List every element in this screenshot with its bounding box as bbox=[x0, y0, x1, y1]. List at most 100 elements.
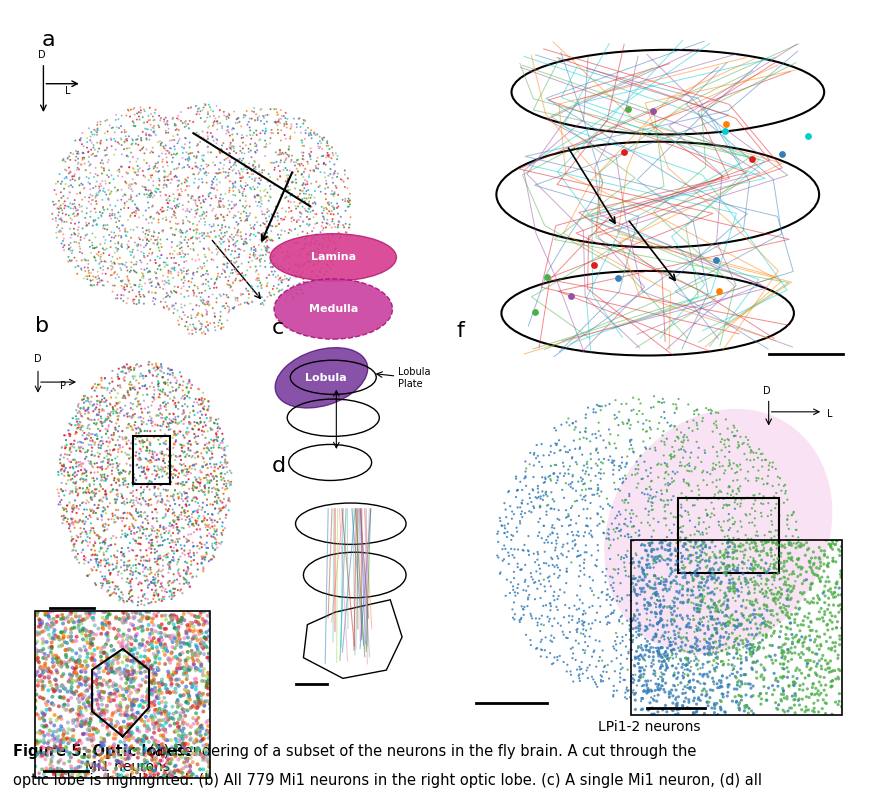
Point bbox=[303, 280, 317, 293]
Point bbox=[293, 159, 307, 172]
Point bbox=[802, 607, 816, 620]
Point bbox=[160, 290, 174, 303]
Point bbox=[98, 484, 112, 497]
Point bbox=[220, 257, 234, 270]
Point bbox=[222, 111, 236, 124]
Point bbox=[75, 627, 89, 640]
Point bbox=[212, 195, 226, 207]
Point bbox=[190, 634, 204, 646]
Point bbox=[237, 238, 251, 251]
Point bbox=[695, 528, 709, 541]
Point bbox=[743, 616, 757, 629]
Point bbox=[673, 584, 687, 597]
Point bbox=[139, 214, 153, 226]
Point bbox=[248, 137, 262, 150]
Point bbox=[145, 584, 159, 596]
Point bbox=[278, 129, 292, 141]
Point bbox=[71, 692, 85, 705]
Point bbox=[640, 603, 654, 615]
Point bbox=[287, 175, 301, 188]
Point bbox=[153, 772, 168, 784]
Point bbox=[42, 672, 56, 684]
Point bbox=[161, 669, 175, 681]
Point bbox=[103, 260, 118, 272]
Point bbox=[199, 617, 213, 630]
Point bbox=[73, 201, 87, 214]
Point bbox=[72, 227, 86, 240]
Point bbox=[267, 179, 282, 191]
Point bbox=[83, 414, 97, 426]
Point bbox=[669, 691, 683, 703]
Point bbox=[127, 206, 141, 218]
Point bbox=[722, 561, 736, 573]
Point bbox=[763, 639, 777, 652]
Point bbox=[667, 420, 681, 433]
Point bbox=[161, 566, 175, 579]
Point bbox=[201, 523, 215, 536]
Point bbox=[728, 633, 742, 646]
Point bbox=[118, 669, 132, 682]
Point bbox=[215, 120, 229, 133]
Point bbox=[150, 527, 164, 540]
Point bbox=[599, 441, 613, 454]
Point bbox=[614, 553, 628, 565]
Point bbox=[527, 576, 541, 589]
Point bbox=[825, 588, 839, 601]
Point bbox=[831, 673, 845, 685]
Point bbox=[67, 462, 81, 475]
Point bbox=[157, 645, 171, 657]
Point bbox=[113, 511, 127, 524]
Point bbox=[122, 730, 136, 742]
Point bbox=[195, 318, 209, 330]
Point bbox=[159, 682, 173, 695]
Point bbox=[170, 193, 184, 206]
Point bbox=[692, 551, 706, 564]
Point bbox=[126, 295, 140, 308]
Point bbox=[731, 498, 745, 511]
Point bbox=[671, 602, 685, 615]
Point bbox=[825, 680, 839, 692]
Point bbox=[75, 152, 89, 164]
Point bbox=[103, 569, 118, 581]
Point bbox=[89, 149, 103, 162]
Point bbox=[200, 441, 214, 453]
Point bbox=[187, 631, 201, 644]
Point bbox=[789, 515, 803, 528]
Point bbox=[536, 494, 550, 507]
Point bbox=[595, 485, 609, 498]
Point bbox=[757, 562, 771, 575]
Point bbox=[743, 562, 757, 575]
Point bbox=[143, 771, 157, 784]
Point bbox=[97, 733, 111, 746]
Point bbox=[147, 298, 161, 310]
Point bbox=[752, 603, 766, 615]
Point bbox=[191, 647, 205, 660]
Point bbox=[689, 653, 703, 665]
Point bbox=[161, 709, 175, 722]
Point bbox=[343, 218, 357, 231]
Point bbox=[713, 577, 727, 590]
Point bbox=[57, 613, 71, 626]
Point bbox=[128, 210, 142, 222]
Point bbox=[200, 111, 214, 124]
Point bbox=[84, 702, 98, 715]
Point bbox=[98, 763, 112, 776]
Point bbox=[194, 696, 208, 708]
Point bbox=[183, 580, 197, 593]
Point bbox=[84, 543, 98, 556]
Point bbox=[703, 610, 717, 622]
Point bbox=[734, 657, 748, 670]
Point bbox=[153, 680, 167, 693]
Point bbox=[236, 170, 250, 183]
Point bbox=[64, 147, 78, 160]
Point bbox=[125, 673, 139, 685]
Point bbox=[125, 195, 139, 207]
Point bbox=[289, 156, 303, 168]
Point bbox=[151, 553, 165, 566]
Point bbox=[36, 633, 50, 646]
Point bbox=[138, 171, 152, 183]
Point bbox=[236, 142, 250, 155]
Point bbox=[160, 174, 175, 187]
Point bbox=[210, 261, 225, 274]
Point bbox=[40, 728, 54, 741]
